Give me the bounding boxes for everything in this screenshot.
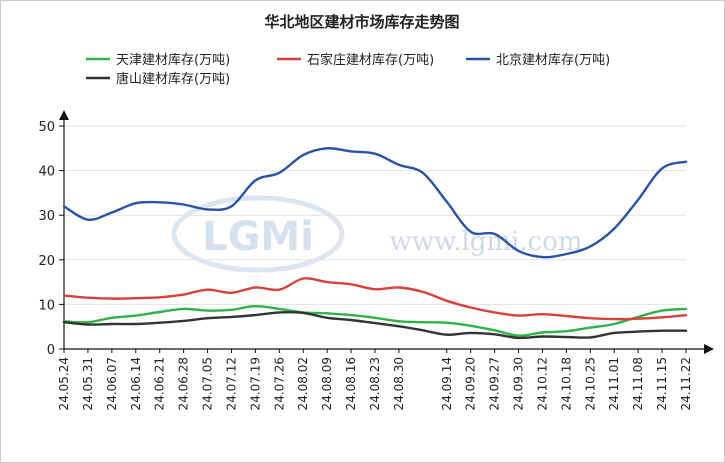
x-tick-label: 24.08.30	[392, 357, 406, 410]
legend-label-3: 北京建材库存(万吨)	[496, 52, 610, 68]
x-tick-label: 24.09.30	[512, 357, 526, 410]
x-tick-label: 24.07.26	[272, 357, 286, 410]
x-tick-label: 24.05.31	[81, 357, 95, 410]
y-tick-label: 40	[38, 165, 55, 180]
x-tick-labels: 24.05.24 24.05.31 24.06.07 24.06.14 24.06.21…	[57, 349, 693, 410]
y-axis-arrow	[59, 110, 69, 120]
x-tick-label: 24.06.28	[177, 357, 191, 410]
legend-label-1: 天津建材库存(万吨)	[116, 52, 230, 68]
x-tick-label: 24.08.16	[344, 357, 358, 410]
x-tick-label: 24.06.21	[153, 357, 167, 410]
watermark-logo: LGMi	[202, 214, 314, 260]
legend-label-2: 石家庄建材库存(万吨)	[307, 52, 434, 68]
watermark-ellipse	[171, 195, 345, 273]
x-tick-label: 24.07.19	[248, 357, 262, 410]
y-tick-label: 10	[38, 298, 55, 313]
x-tick-label: 24.09.14	[440, 357, 454, 410]
y-tick-label: 30	[38, 209, 55, 224]
y-tick-label: 0	[47, 343, 55, 358]
x-tick-label: 24.11.22	[679, 357, 693, 410]
x-tick-label: 24.11.15	[655, 357, 669, 410]
y-tick-label: 20	[38, 254, 55, 269]
axes	[59, 110, 714, 354]
series-line-3	[62, 147, 688, 259]
series-lines	[62, 147, 688, 340]
x-tick-label: 24.08.02	[296, 357, 310, 410]
x-tick-label: 24.09.20	[464, 357, 478, 410]
chart-title: 华北地区建材市场库存走势图	[264, 13, 459, 31]
x-tick-label: 24.10.18	[559, 357, 573, 410]
series-line-4	[62, 310, 688, 340]
x-tick-label: 24.11.08	[631, 357, 645, 410]
x-tick-label: 24.07.05	[201, 357, 215, 410]
x-tick-label: 24.07.12	[224, 357, 238, 410]
x-axis-arrow	[704, 344, 714, 354]
legend-label-4: 唐山建材库存(万吨)	[116, 71, 230, 87]
series-line-2	[62, 277, 688, 321]
y-tick-label: 50	[38, 120, 55, 135]
series-line-1	[62, 304, 688, 337]
x-tick-label: 24.11.01	[607, 357, 621, 410]
x-tick-label: 24.08.23	[368, 357, 382, 410]
x-tick-label: 24.05.24	[57, 357, 71, 410]
watermark-url: www.lgmi.com	[389, 227, 582, 257]
x-tick-label: 24.09.27	[488, 357, 502, 410]
x-tick-label: 24.06.14	[129, 357, 143, 410]
watermark: LGMi www.lgmi.com	[171, 195, 583, 273]
x-tick-label: 24.06.07	[105, 357, 119, 410]
x-tick-label: 24.10.12	[535, 357, 549, 410]
x-tick-label: 24.08.09	[320, 357, 334, 410]
legend: 天津建材库存(万吨) 石家庄建材库存(万吨) 北京建材库存(万吨) 唐山建材库存(万吨…	[86, 52, 610, 87]
x-tick-label: 24.10.25	[583, 357, 597, 410]
grid	[64, 125, 686, 305]
y-tick-labels: 0 10 20 30 40 50	[38, 120, 64, 358]
